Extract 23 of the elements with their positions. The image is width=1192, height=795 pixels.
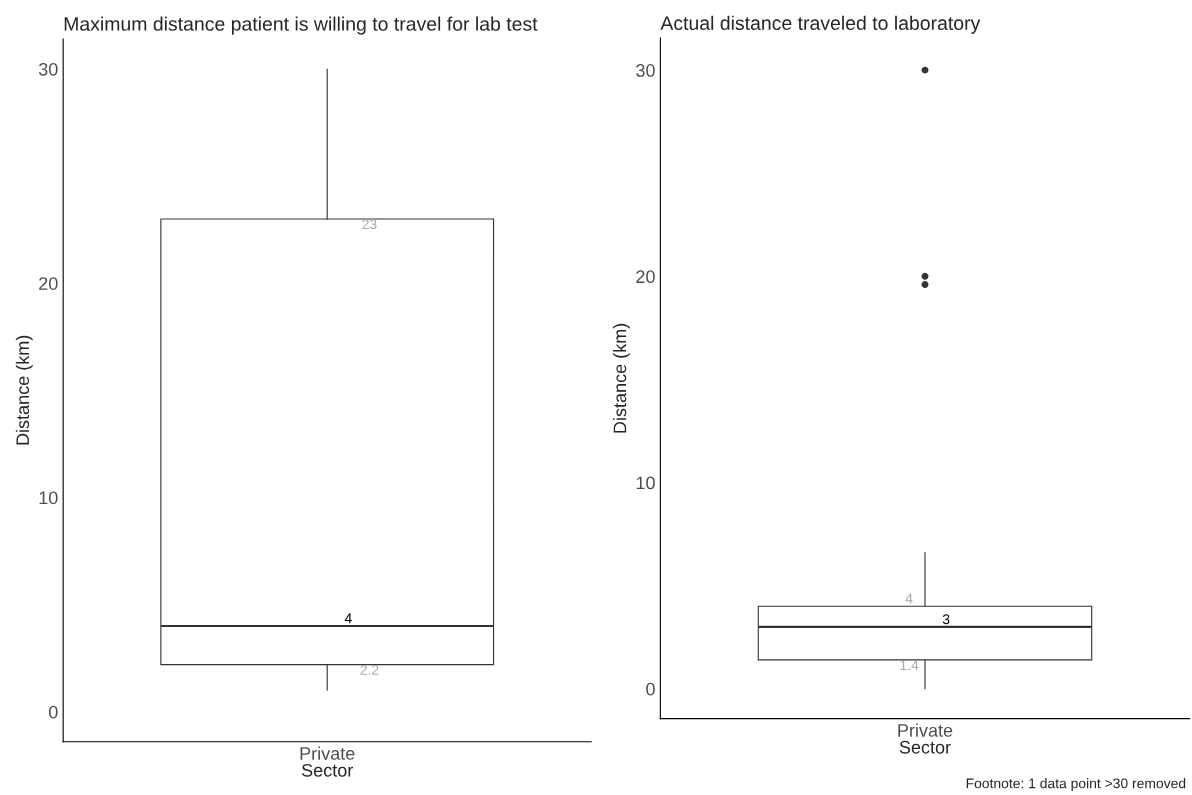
annotation: 1.4 — [900, 660, 919, 670]
annotation: 2.2 — [360, 664, 379, 675]
y-axis-title: Distance (km) — [613, 323, 630, 433]
annotation: 3 — [942, 614, 950, 625]
annotation: 4 — [905, 593, 913, 604]
y-tick-label: 0 — [48, 705, 58, 719]
text: Footnote: 1 data point >30 removed — [966, 778, 1186, 792]
y-tick-label: 0 — [646, 682, 655, 696]
x-tick-label: Private — [898, 723, 953, 737]
x-tick-label: Private — [300, 746, 355, 760]
y-tick-label: 10 — [636, 476, 655, 490]
annotation: 23 — [362, 219, 377, 230]
y-tick-label: 20 — [39, 277, 58, 290]
annotation: 4 — [344, 613, 352, 624]
y-tick-label: 10 — [39, 491, 58, 505]
y-tick-label: 20 — [636, 270, 655, 284]
chart-title: Maximum distance patient is willing to travel for lab test — [64, 16, 538, 35]
chart-title: Actual distance traveled to laboratory — [660, 15, 981, 34]
x-axis-title: Sector — [301, 763, 353, 777]
y-tick-label: 30 — [38, 62, 58, 76]
x-axis-title: Sector — [899, 740, 951, 754]
y-tick-label: 30 — [636, 64, 655, 77]
y-axis-title: Distance (km) — [15, 335, 33, 445]
